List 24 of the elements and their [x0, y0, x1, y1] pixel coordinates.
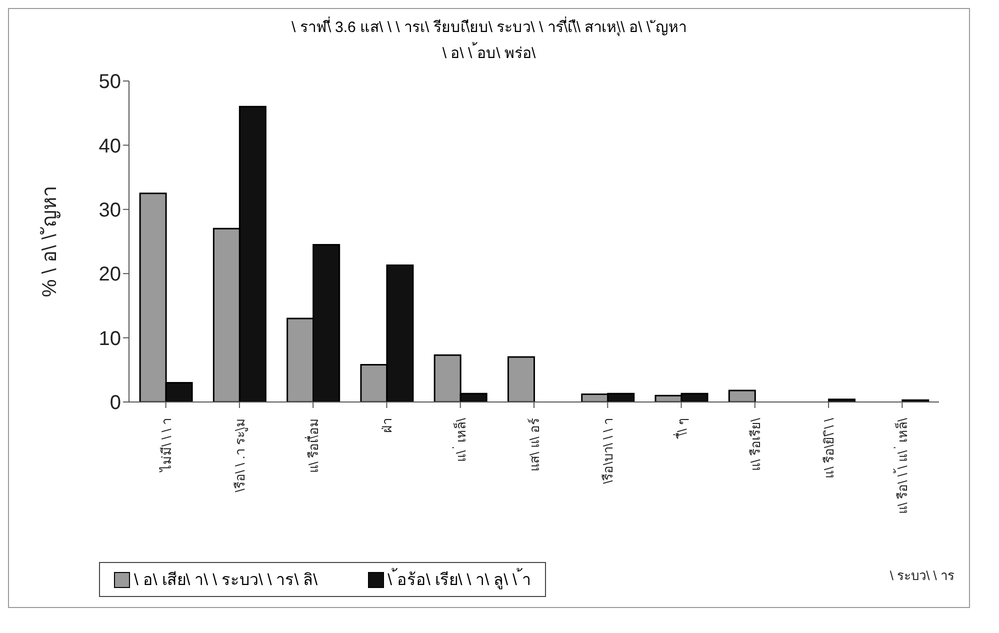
y-tick-label: 0: [110, 392, 121, 414]
x-tick-label: แ\ ่ เหล็\: [451, 418, 468, 462]
y-tick-label: 10: [98, 328, 121, 350]
y-tick-label: 50: [98, 71, 121, 94]
legend-label: \ ้อร้อ\ เรีย\ \ า\ ลู\ \ ้า: [386, 567, 531, 592]
y-tick-label: 30: [98, 200, 121, 222]
x-tick-label: \รือ\ \ .า ระ\ูม: [232, 418, 248, 492]
bar: [507, 356, 535, 402]
x-tick-label: แ\ รือเรีย\: [748, 418, 763, 471]
x-tick-label: \รือ\บา\ \ \ า: [600, 418, 616, 484]
category-label: แ\ รือ\ \ ้\ แ\ ่ เหล็\ \ ระบว\ \ าร: [890, 418, 955, 583]
y-tick-label: 20: [98, 264, 121, 286]
bar: [828, 398, 856, 402]
bar: [728, 390, 756, 402]
x-tick-label: \ื่\ ๆ: [673, 418, 690, 440]
x-tick-label: แส\ แ\ อร์: [527, 418, 542, 472]
x-tick-label: แ\ รือเ\ื่อม: [305, 418, 322, 474]
x-tick-label: ไม่มี\ \ \ า: [158, 418, 174, 473]
x-tick-label: แ\ รือ\ยิ\ ิ\ \: [822, 418, 837, 478]
legend-label: \ อ\ เสีย\ า\ \ ระบว\ \ าร\ ลิ\: [133, 570, 318, 591]
y-tick-label: 40: [98, 135, 121, 158]
chart-title: \ ราฟ\ี่ 3.6 แส\ \ \ ารเ\ รียบเ\ียบ\ ระบว\ \ าร\ี่เ\ื\ สาเห\ุ\ อ\ \ ัญหา \ อ\ \ ้อบ\ พร่อ\: [290, 16, 688, 64]
y-axis-title: % \ อ\ \ ัญหา: [39, 186, 62, 298]
x-tick-label: ฝ่า: [380, 418, 395, 433]
